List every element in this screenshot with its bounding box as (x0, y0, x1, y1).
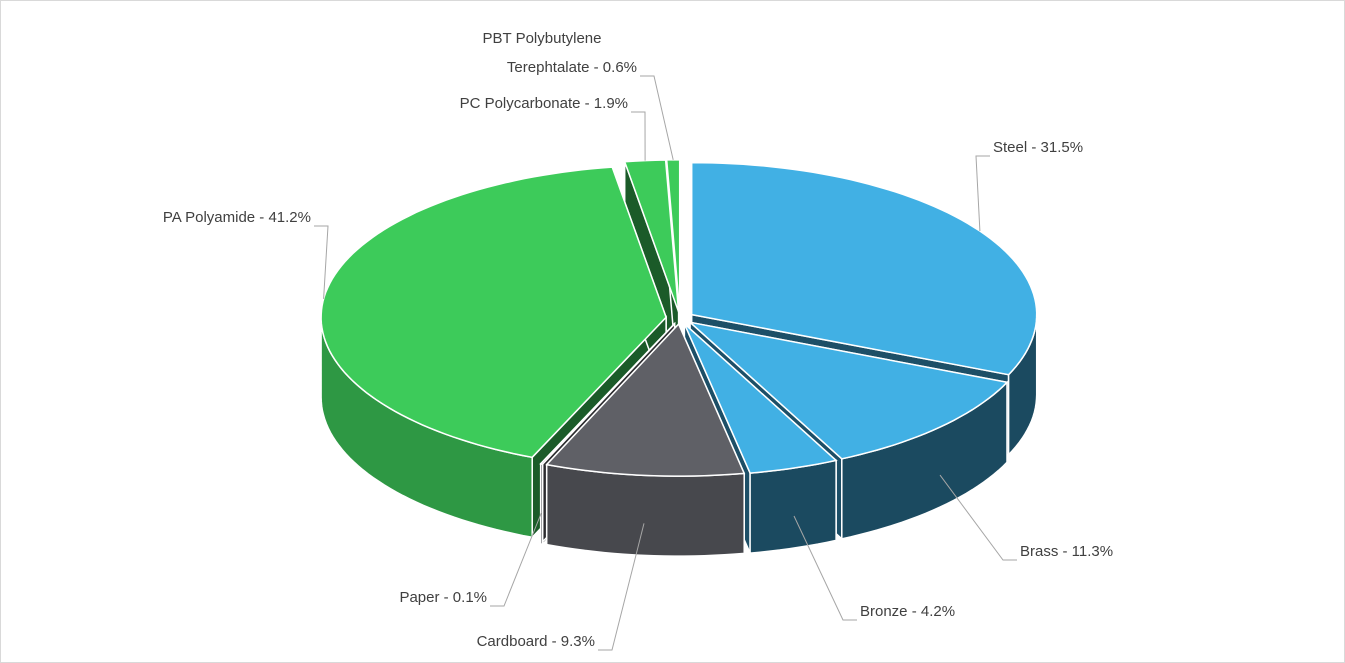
leader-line (640, 75, 674, 161)
slice (545, 322, 746, 477)
data-label-line: Paper - 0.1% (399, 589, 487, 606)
leader-line (598, 523, 645, 651)
data-label: Brass - 11.3% (1020, 543, 1113, 560)
slice (539, 323, 676, 465)
data-label-line: Brass - 11.3% (1020, 543, 1113, 560)
leader-line (631, 111, 646, 161)
leader-line (939, 474, 1017, 561)
outer-wall (749, 459, 837, 554)
tops (320, 159, 1038, 477)
data-label-line: PA Polyamide - 41.2% (163, 209, 311, 226)
data-label: Paper - 0.1% (399, 589, 487, 606)
data-label-line: Bronze - 4.2% (860, 603, 955, 620)
leader-line (490, 511, 543, 607)
data-label: PA Polyamide - 41.2% (163, 209, 311, 226)
data-label: Cardboard - 9.3% (477, 633, 595, 650)
slice (687, 321, 1009, 460)
outer-wall (539, 462, 544, 545)
leader-line (314, 225, 329, 299)
data-label: PBT Polybutylene Terephtalate - 0.6% (483, 30, 637, 76)
data-label-line: Steel - 31.5% (993, 139, 1083, 156)
data-label-line: Terephtalate - 0.6% (507, 59, 637, 76)
leader-line (975, 155, 990, 232)
slice (683, 323, 838, 474)
slice (320, 166, 667, 459)
data-label: Bronze - 4.2% (860, 603, 955, 620)
data-label: PC Polycarbonate - 1.9% (460, 95, 628, 112)
data-label-line: Cardboard - 9.3% (477, 633, 595, 650)
data-label-line: PBT Polybutylene (483, 30, 602, 47)
labels: Steel - 31.5% Brass - 11.3% Bronze - 4.2% C… (163, 30, 1113, 651)
outer-wall (545, 463, 745, 557)
data-label-line: PC Polycarbonate - 1.9% (460, 95, 628, 112)
data-label: Steel - 31.5% (993, 139, 1083, 156)
leader-line (793, 515, 857, 621)
